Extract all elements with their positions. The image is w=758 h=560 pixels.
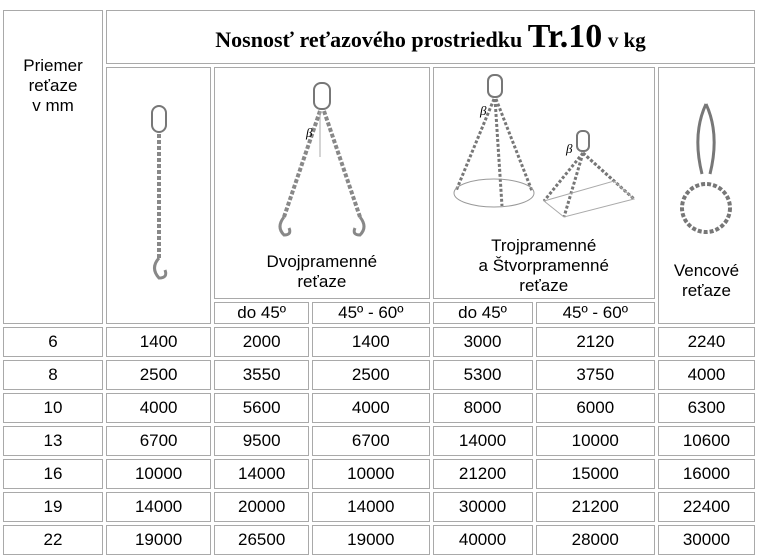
header-line: a Štvorpramenné <box>478 256 609 275</box>
table-row: 19 14000 20000 14000 30000 21200 22400 <box>3 492 755 522</box>
diameter-cell: 10 <box>3 393 104 423</box>
capacity-cell: 6700 <box>106 426 212 456</box>
title-unit: v kg <box>607 28 646 52</box>
capacity-cell: 1400 <box>106 327 212 357</box>
diameter-cell: 19 <box>3 492 104 522</box>
capacity-cell: 10600 <box>657 426 755 456</box>
single-chain-icon <box>150 105 167 280</box>
endless-header: Vencové reťaze <box>657 67 755 324</box>
capacity-cell: 19000 <box>312 525 430 555</box>
capacity-cell: 6000 <box>535 393 655 423</box>
table-row: 8 2500 3550 2500 5300 3750 4000 <box>3 360 755 390</box>
capacity-cell: 4000 <box>106 393 212 423</box>
header-line: Vencové <box>673 261 740 280</box>
diameter-cell: 8 <box>3 360 104 390</box>
capacity-cell: 3550 <box>214 360 310 390</box>
two-leg-icon: β <box>278 82 366 237</box>
multi-leg-icon: β β <box>453 74 635 218</box>
table-row: 13 6700 9500 6700 14000 10000 10600 <box>3 426 755 456</box>
capacity-cell: 5600 <box>214 393 310 423</box>
capacity-cell: 20000 <box>214 492 310 522</box>
diameter-cell: 22 <box>3 525 104 555</box>
capacity-cell: 6700 <box>312 426 430 456</box>
capacity-table: Priemer reťaze v mm Nosnosť reťazového p… <box>0 7 758 558</box>
capacity-cell: 21200 <box>535 492 655 522</box>
capacity-cell: 9500 <box>214 426 310 456</box>
table-row: 16 10000 14000 10000 21200 15000 16000 <box>3 459 755 489</box>
diameter-cell: 6 <box>3 327 104 357</box>
table-title: Nosnosť reťazového prostriedku Tr.10 v k… <box>106 10 755 64</box>
capacity-cell: 10000 <box>312 459 430 489</box>
table-row: 6 1400 2000 1400 3000 2120 2240 <box>3 327 755 357</box>
angle-label: β <box>479 103 487 118</box>
header-line: Trojpramenné <box>491 236 597 255</box>
capacity-cell: 4000 <box>312 393 430 423</box>
table-row: 22 19000 26500 19000 40000 28000 30000 <box>3 525 755 555</box>
capacity-cell: 2500 <box>312 360 430 390</box>
capacity-cell: 22400 <box>657 492 755 522</box>
title-code: Tr.10 <box>527 18 603 55</box>
capacity-cell: 4000 <box>657 360 755 390</box>
capacity-cell: 3750 <box>535 360 655 390</box>
header-line: reťaze <box>682 281 731 300</box>
header-line: reťaze <box>297 272 347 291</box>
header-line: Priemer <box>23 56 83 75</box>
angle-label: β <box>565 141 573 156</box>
endless-icon <box>680 103 733 234</box>
two-leg-header: β Dvojpramenné reťaze <box>214 67 430 299</box>
capacity-cell: 30000 <box>657 525 755 555</box>
table-row: 10 4000 5600 4000 8000 6000 6300 <box>3 393 755 423</box>
capacity-cell: 2240 <box>657 327 755 357</box>
capacity-cell: 14000 <box>214 459 310 489</box>
multi-leg-header: β β Trojpramenné a Štvorpramenné reťaze <box>432 67 655 299</box>
capacity-cell: 8000 <box>432 393 533 423</box>
capacity-cell: 2000 <box>214 327 310 357</box>
capacity-cell: 40000 <box>432 525 533 555</box>
capacity-cell: 30000 <box>432 492 533 522</box>
capacity-cell: 26500 <box>214 525 310 555</box>
capacity-cell: 28000 <box>535 525 655 555</box>
capacity-cell: 10000 <box>535 426 655 456</box>
capacity-cell: 5300 <box>432 360 533 390</box>
sub-header: do 45º <box>432 302 533 324</box>
single-leg-picture <box>106 67 212 324</box>
header-line: Dvojpramenné <box>266 252 378 271</box>
capacity-cell: 21200 <box>432 459 533 489</box>
sub-header: 45º - 60º <box>535 302 655 324</box>
diameter-cell: 16 <box>3 459 104 489</box>
diameter-cell: 13 <box>3 426 104 456</box>
header-line: reťaze <box>519 276 569 295</box>
capacity-cell: 16000 <box>657 459 755 489</box>
capacity-cell: 3000 <box>432 327 533 357</box>
capacity-cell: 14000 <box>106 492 212 522</box>
capacity-cell: 15000 <box>535 459 655 489</box>
capacity-cell: 2500 <box>106 360 212 390</box>
angle-label: β <box>305 125 313 140</box>
header-line: v mm <box>32 96 74 115</box>
capacity-cell: 10000 <box>106 459 212 489</box>
diameter-header: Priemer reťaze v mm <box>3 10 104 324</box>
header-line: reťaze <box>28 76 78 95</box>
page: Priemer reťaze v mm Nosnosť reťazového p… <box>0 7 758 560</box>
capacity-cell: 14000 <box>312 492 430 522</box>
capacity-cell: 19000 <box>106 525 212 555</box>
capacity-cell: 1400 <box>312 327 430 357</box>
title-main: Nosnosť reťazového prostriedku <box>215 27 523 52</box>
sub-header: do 45º <box>214 302 310 324</box>
sub-header: 45º - 60º <box>312 302 430 324</box>
capacity-cell: 14000 <box>432 426 533 456</box>
capacity-cell: 6300 <box>657 393 755 423</box>
capacity-cell: 2120 <box>535 327 655 357</box>
